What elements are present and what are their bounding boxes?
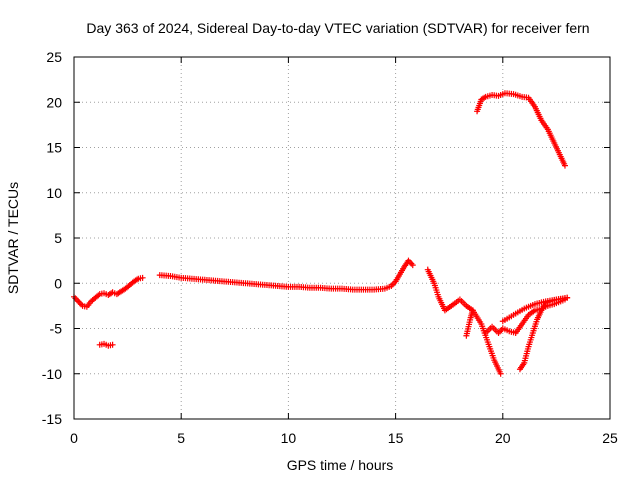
plot-frame bbox=[73, 56, 611, 420]
x-tick-label: 0 bbox=[70, 430, 78, 446]
y-tick-label: -15 bbox=[42, 411, 62, 427]
grid-layer bbox=[74, 57, 610, 419]
y-tick-label: -10 bbox=[42, 366, 62, 382]
x-axis-label: GPS time / hours bbox=[287, 457, 394, 473]
y-tick-label: 10 bbox=[46, 185, 62, 201]
data-point bbox=[497, 370, 504, 377]
y-tick-label: 0 bbox=[54, 275, 62, 291]
y-tick-label: 5 bbox=[54, 230, 62, 246]
data-point bbox=[109, 341, 116, 348]
data-point bbox=[139, 274, 146, 281]
data-layer bbox=[71, 90, 571, 377]
y-tick-label: 25 bbox=[46, 49, 62, 65]
x-tick-label: 15 bbox=[388, 430, 404, 446]
y-tick-label: 15 bbox=[46, 140, 62, 156]
data-point bbox=[561, 162, 568, 169]
data-point bbox=[564, 294, 571, 301]
x-tick-label: 10 bbox=[281, 430, 297, 446]
y-axis-label: SDTVAR / TECUs bbox=[5, 182, 21, 294]
y-tick-label: -5 bbox=[50, 321, 63, 337]
data-point bbox=[469, 307, 476, 314]
x-tick-label: 5 bbox=[177, 430, 185, 446]
chart-title: Day 363 of 2024, Sidereal Day-to-day VTE… bbox=[86, 20, 589, 36]
x-tick-label: 25 bbox=[602, 430, 618, 446]
y-tick-label: 20 bbox=[46, 94, 62, 110]
tick-layer: 0 5 10 15 20 25 -15 -10 -5 0 5 10 15 20 25 bbox=[42, 49, 618, 446]
x-tick-label: 20 bbox=[495, 430, 511, 446]
data-point bbox=[409, 262, 416, 269]
